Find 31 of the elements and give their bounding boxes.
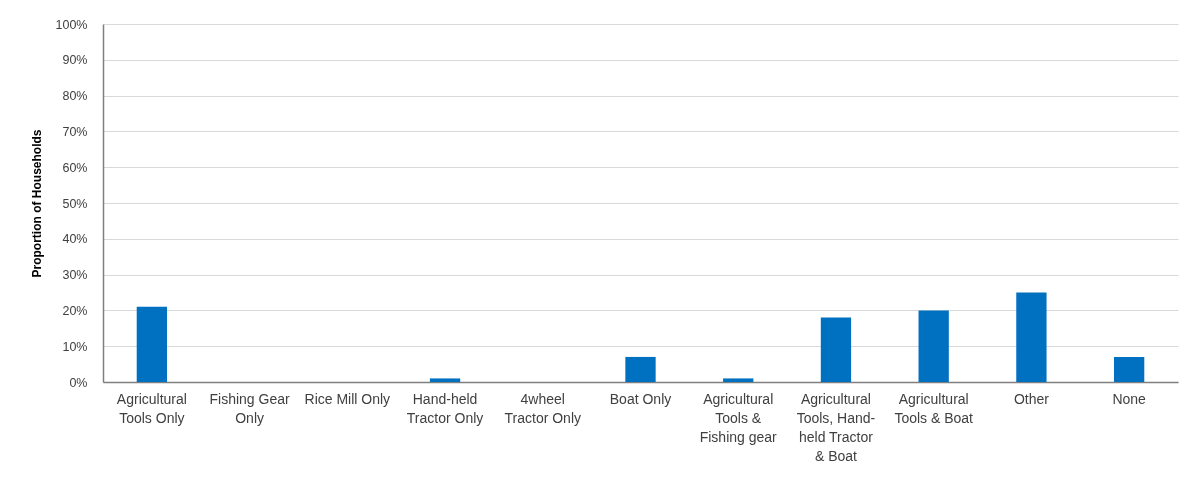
y-tick-label: 90% [62,53,88,68]
y-tick-label: 70% [62,124,88,139]
y-tick-label: 20% [62,303,88,318]
bar [429,378,461,382]
y-tick-label: 50% [62,196,88,211]
x-tick-label: Agricultural Tools & Fishing gear [699,390,778,445]
x-tick-label: None [1112,390,1147,407]
y-tick-label: 30% [62,268,88,283]
x-tick-label: 4wheel Tractor Only [504,390,582,426]
y-tick-label: 60% [62,160,88,175]
x-tick-label: Agricultural Tools Only [116,390,187,426]
x-tick-label: Other [1013,390,1050,407]
y-tick-label: 80% [62,89,88,104]
x-tick-label: Fishing Gear Only [209,390,290,426]
bar [820,317,852,382]
bar [723,378,754,382]
bar [918,310,949,382]
bar [1113,356,1145,382]
bar [625,356,656,382]
y-axis-title: Proportion of Households [29,129,44,278]
y-tick-label: 10% [62,339,88,354]
x-tick-label: Rice Mill Only [304,390,391,407]
y-tick-label: 0% [69,375,88,390]
y-tick-label: 40% [62,232,88,247]
x-tick-label: Agricultural Tools, Hand-held Tractor & Boat [796,390,876,464]
bar [136,306,168,382]
x-tick-label: Agricultural Tools & Boat [894,390,974,426]
x-tick-label: Hand-held Tractor Only [406,390,484,426]
bar [1016,292,1047,382]
x-tick-label: Boat Only [609,390,672,407]
y-tick-label: 100% [55,17,88,32]
